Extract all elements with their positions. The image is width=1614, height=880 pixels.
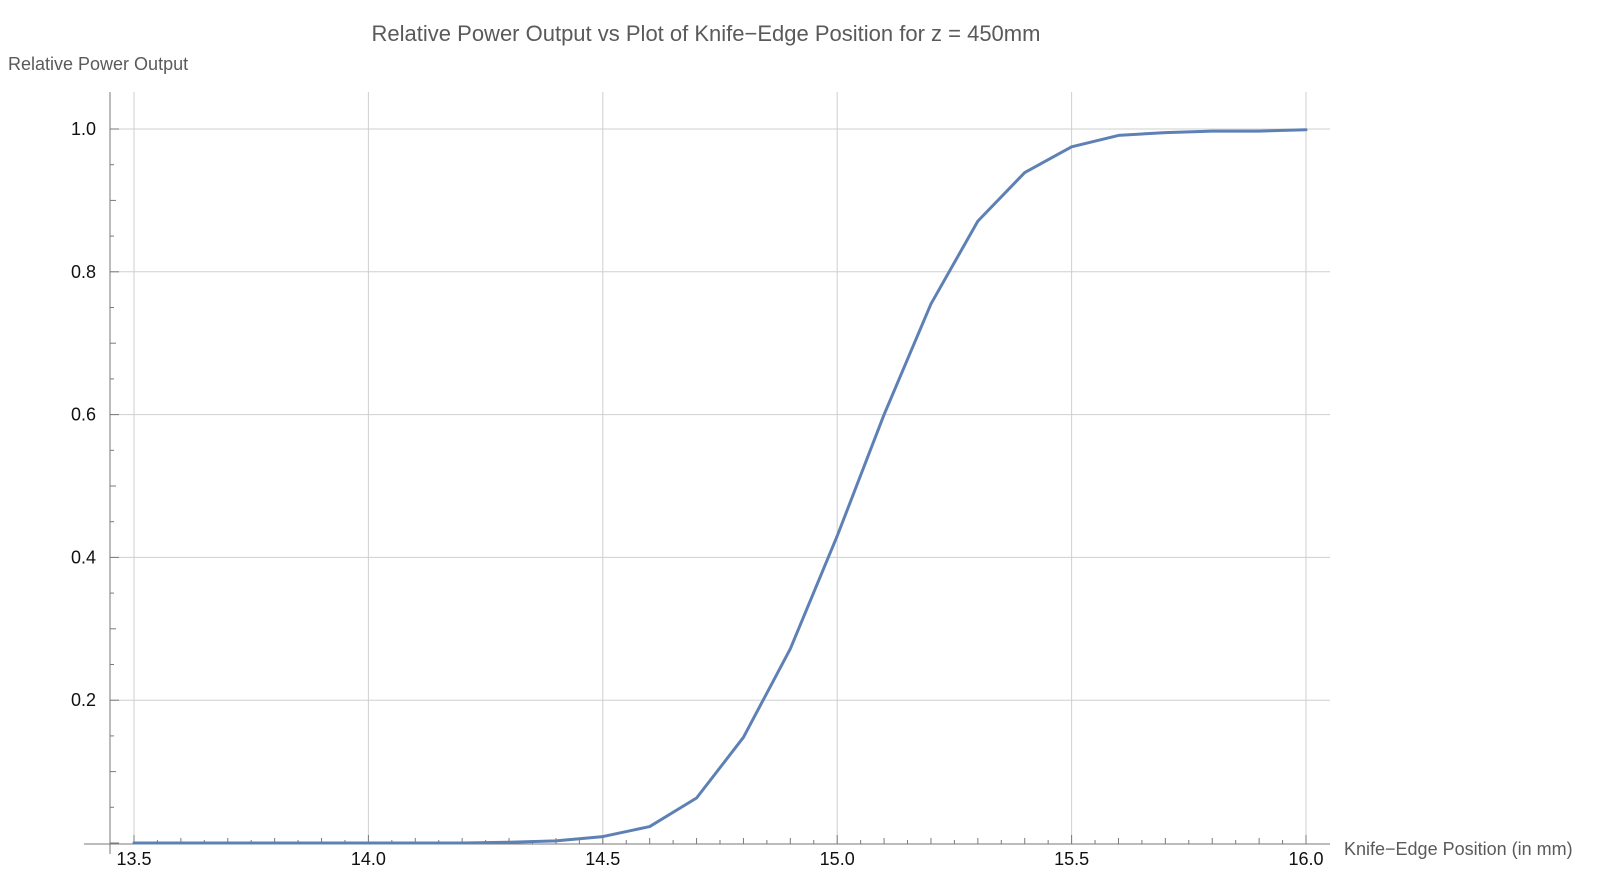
x-tick-label: 15.5 [1054, 849, 1089, 869]
y-tick-label: 1.0 [71, 119, 96, 139]
axes [84, 92, 1330, 854]
x-axis-label: Knife−Edge Position (in mm) [1344, 839, 1573, 859]
y-tick-label: 0.2 [71, 690, 96, 710]
x-tick-label: 16.0 [1288, 849, 1323, 869]
y-tick-label: 0.6 [71, 405, 96, 425]
chart-title: Relative Power Output vs Plot of Knife−E… [372, 21, 1041, 46]
y-tick-label: 0.8 [71, 262, 96, 282]
x-tick-label: 15.0 [820, 849, 855, 869]
y-tick-label: 0.4 [71, 547, 96, 567]
series-layer [132, 128, 1308, 845]
gridlines [110, 92, 1330, 844]
x-tick-label: 13.5 [116, 849, 151, 869]
y-axis-label: Relative Power Output [8, 54, 188, 74]
x-tick-label: 14.5 [585, 849, 620, 869]
x-tick-label: 14.0 [351, 849, 386, 869]
series-line-0 [132, 128, 1308, 845]
tick-labels: 13.5 14.0 14.5 15.0 15.5 16.0 0.2 0.4 0.6 0.8 1.0 [71, 119, 1324, 869]
